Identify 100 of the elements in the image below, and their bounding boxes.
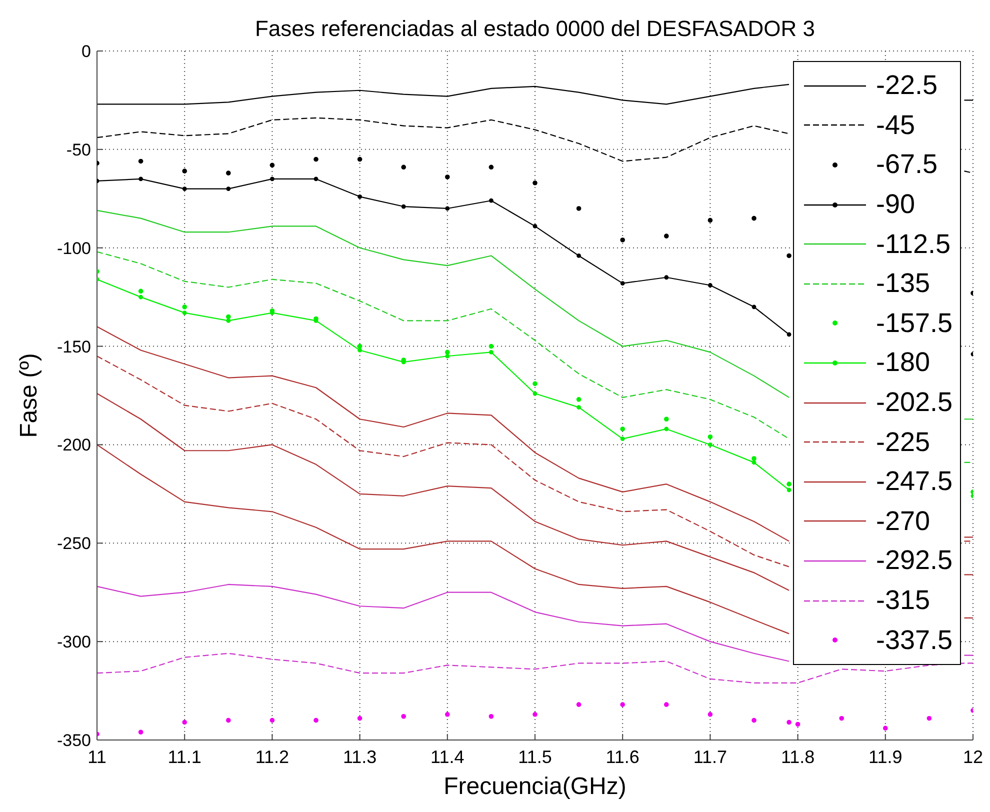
legend-label: -247.5 (876, 466, 953, 498)
point (314, 718, 318, 723)
point (708, 712, 713, 717)
point (664, 234, 669, 238)
y-tick-label: -50 (66, 140, 91, 160)
legend-label: -315 (876, 585, 930, 616)
legend-label: -112.5 (876, 228, 951, 260)
legend-label: -292.5 (876, 545, 953, 576)
point (182, 304, 187, 310)
point (532, 391, 538, 396)
x-tick-label: 12 (962, 746, 984, 767)
point (488, 164, 494, 170)
legend-label: -22.5 (876, 70, 938, 102)
point (532, 381, 538, 386)
point (664, 275, 669, 280)
point (576, 206, 582, 211)
legend-label: -67.5 (876, 149, 938, 180)
point (138, 288, 144, 294)
point (786, 488, 792, 492)
legend-label: -225 (876, 426, 930, 458)
point (445, 354, 450, 358)
y-tick-label: -250 (56, 534, 91, 554)
point (786, 482, 792, 486)
point (786, 332, 792, 337)
point (357, 716, 362, 721)
point (445, 350, 450, 355)
point (752, 718, 756, 723)
point (576, 405, 581, 410)
point (883, 726, 888, 731)
point (226, 170, 231, 176)
point (489, 350, 494, 354)
point (182, 168, 187, 174)
point (532, 224, 538, 228)
point (138, 176, 143, 182)
point (532, 180, 538, 186)
legend-label: -270 (876, 506, 930, 537)
line-series (97, 652, 973, 684)
point (445, 174, 450, 180)
legend-label: -157.5 (876, 308, 953, 339)
point (576, 397, 582, 402)
x-tick-label: 11.3 (342, 746, 377, 767)
point (664, 702, 669, 707)
x-tick-label: 11.6 (606, 746, 640, 767)
legend-label: -337.5 (876, 624, 953, 656)
point (401, 204, 406, 209)
point (786, 720, 792, 725)
point (786, 253, 792, 258)
point (620, 702, 625, 707)
point (708, 218, 713, 223)
point (226, 718, 231, 723)
point (620, 426, 625, 432)
point (138, 158, 144, 164)
x-tick-label: 11.1 (168, 746, 202, 767)
y-axis-title: Fase (º) (16, 353, 43, 438)
point (314, 156, 318, 162)
point (270, 162, 275, 168)
point (532, 712, 538, 717)
point (488, 344, 494, 349)
point (314, 176, 318, 182)
point (226, 318, 231, 323)
x-tick-label: 11.2 (255, 746, 290, 767)
point (357, 344, 362, 349)
legend-label: -45 (876, 110, 916, 141)
y-tick-label: 0 (82, 42, 91, 62)
y-tick-label: -150 (56, 337, 91, 356)
x-tick-label: 11.7 (693, 746, 728, 767)
point (926, 716, 932, 721)
point (752, 216, 756, 221)
point (401, 164, 406, 170)
x-tick-label: 11.8 (780, 746, 815, 767)
point (752, 460, 756, 465)
point (795, 722, 800, 727)
point (839, 716, 844, 721)
point (488, 714, 494, 719)
point (576, 702, 582, 707)
legend-label: -90 (876, 189, 916, 220)
point (226, 186, 231, 191)
point (358, 194, 362, 199)
point (620, 281, 625, 286)
point (752, 456, 756, 461)
point (620, 238, 625, 242)
point (708, 283, 712, 288)
point (620, 436, 625, 442)
point (576, 254, 581, 258)
point (357, 156, 362, 162)
point (182, 310, 187, 316)
x-tick-label: 11.4 (430, 746, 464, 767)
x-tick-label: 11.5 (518, 746, 552, 767)
point (489, 198, 494, 203)
point (445, 206, 450, 211)
legend-label: -180 (876, 347, 930, 378)
point (752, 304, 756, 310)
x-axis-title: Frecuencia(GHz) (444, 773, 626, 800)
point (226, 314, 231, 320)
chart-title: Fases referenciadas al estado 0000 del DESFASADOR 3 (254, 16, 816, 42)
point (138, 294, 143, 300)
point (358, 348, 362, 352)
point (708, 442, 712, 447)
point (270, 176, 274, 182)
y-tick-label: -100 (56, 238, 91, 258)
